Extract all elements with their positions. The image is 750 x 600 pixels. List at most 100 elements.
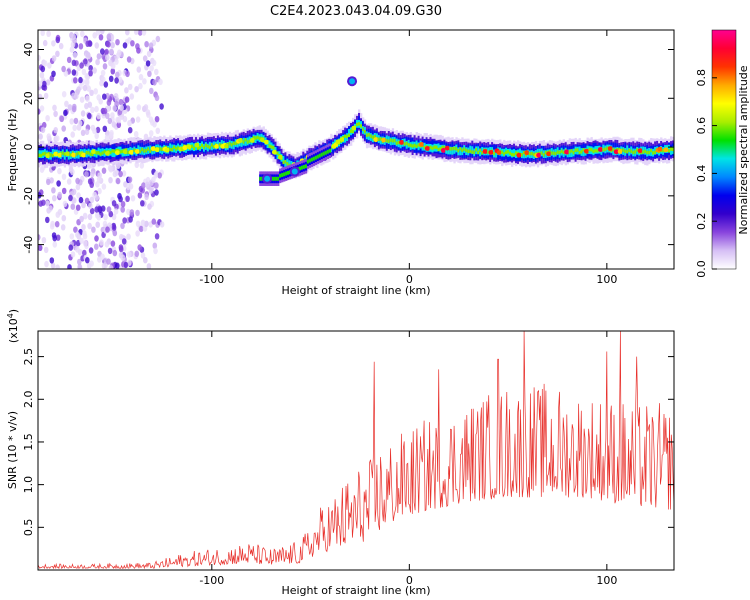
noise-cell: [88, 247, 94, 254]
noise-cell: [106, 33, 112, 40]
ridge-cell: [111, 149, 114, 157]
noise-cell: [144, 41, 149, 48]
snr-y-label: SNR (10 * v/v): [6, 411, 19, 489]
ridge-cell: [481, 147, 484, 155]
ridge-cell: [85, 151, 88, 155]
ridge-peak: [65, 151, 71, 157]
noise-cell: [66, 56, 72, 64]
noise-cell: [96, 112, 101, 120]
ridge-cell: [417, 143, 420, 147]
noise-cell: [101, 167, 107, 174]
ridge-cell: [270, 145, 273, 149]
x-tick-label: -100: [199, 273, 224, 286]
ridge-cell: [101, 151, 104, 155]
ridge-cell: [177, 146, 180, 150]
ridge-cell: [206, 144, 210, 149]
ridge-cell: [530, 151, 534, 156]
noise-cell: [149, 87, 154, 95]
ridge-cell: [612, 147, 615, 156]
colorbar-ticks: 0.0 0.2 0.4 0.6 0.8: [695, 69, 717, 278]
noise-cell: [102, 93, 107, 100]
noise-cell: [59, 115, 64, 123]
ridge-cell: [276, 151, 279, 155]
colorbar-tick-label: 0.6: [695, 117, 708, 135]
ridge-cell: [234, 141, 238, 145]
snr-x-label: Height of straight line (km): [281, 584, 430, 597]
ridge-cell: [268, 144, 271, 148]
noise-cell: [136, 104, 142, 111]
spectrogram-x-label: Height of straight line (km): [281, 284, 430, 297]
ridge-peak: [53, 151, 59, 157]
noise-cell: [89, 196, 95, 203]
noise-cell: [75, 183, 81, 191]
ridge-peak: [238, 138, 244, 143]
noise-cell: [61, 91, 67, 98]
ridge-cell: [248, 139, 251, 143]
ridge-cell: [42, 152, 45, 156]
ridge-cell: [385, 139, 389, 143]
noise-cell: [53, 110, 58, 118]
noise-cell: [104, 48, 109, 56]
noise-cell: [128, 216, 133, 223]
noise-cell: [70, 131, 75, 138]
noise-cell: [38, 192, 42, 199]
ridge-cell: [159, 147, 162, 151]
noise-cell: [127, 127, 133, 134]
ridge-cell: [624, 149, 627, 153]
noise-cell: [120, 201, 126, 208]
ridge-cell: [578, 150, 581, 155]
ridge-peak: [128, 149, 134, 155]
ridge-cell: [522, 150, 526, 159]
ridge-cell: [465, 148, 468, 153]
noise-cell: [110, 62, 116, 70]
y-tick-label: 0: [22, 144, 35, 151]
ridge-cell: [113, 149, 116, 154]
noise-cell: [115, 71, 120, 79]
ridge-branch-cell: [271, 176, 274, 181]
ridge-cell: [69, 153, 73, 157]
ridge-peak: [264, 139, 270, 145]
noise-cell: [85, 257, 90, 264]
ridge-cell: [149, 145, 152, 154]
noise-cell: [92, 67, 97, 74]
ridge-cell: [330, 145, 333, 149]
noise-cell: [61, 173, 67, 180]
noise-cell: [69, 118, 74, 125]
noise-cell: [85, 51, 91, 58]
ridge-branch-cell: [302, 165, 306, 169]
y-tick-label: 20: [22, 91, 35, 105]
noise-cell: [92, 127, 97, 135]
noise-cell: [136, 47, 141, 54]
ridge-peak: [440, 148, 446, 153]
noise-cell: [72, 52, 78, 59]
ridge-cell: [552, 151, 556, 155]
ridge-branch-cell: [322, 151, 326, 156]
ridge-cell: [507, 150, 510, 154]
ridge-cell: [590, 148, 593, 152]
noise-cell: [123, 261, 129, 269]
ridge-cell: [141, 147, 144, 152]
noise-cell: [96, 94, 101, 101]
noise-cell: [87, 112, 92, 120]
ridge-cell: [519, 148, 522, 157]
noise-cell: [55, 36, 61, 44]
ridge-cell: [111, 149, 114, 153]
noise-cell: [84, 128, 90, 135]
ridge-cell: [348, 129, 351, 137]
ridge-cell: [582, 148, 585, 152]
noise-cell: [51, 55, 57, 62]
ridge-cell: [75, 152, 79, 156]
noise-cell: [118, 170, 123, 178]
noise-cell: [96, 214, 102, 221]
noise-cell: [100, 48, 105, 55]
noise-cell: [83, 240, 88, 247]
ridge-cell: [459, 147, 462, 151]
noise-cell: [105, 54, 110, 61]
ridge-cell: [119, 150, 122, 154]
noise-cell: [145, 60, 151, 67]
noise-cell: [135, 220, 141, 227]
ridge-peak: [186, 144, 192, 150]
ridge-cell: [473, 150, 476, 154]
ridge-cell: [560, 149, 563, 153]
ridge-peak: [250, 138, 256, 143]
